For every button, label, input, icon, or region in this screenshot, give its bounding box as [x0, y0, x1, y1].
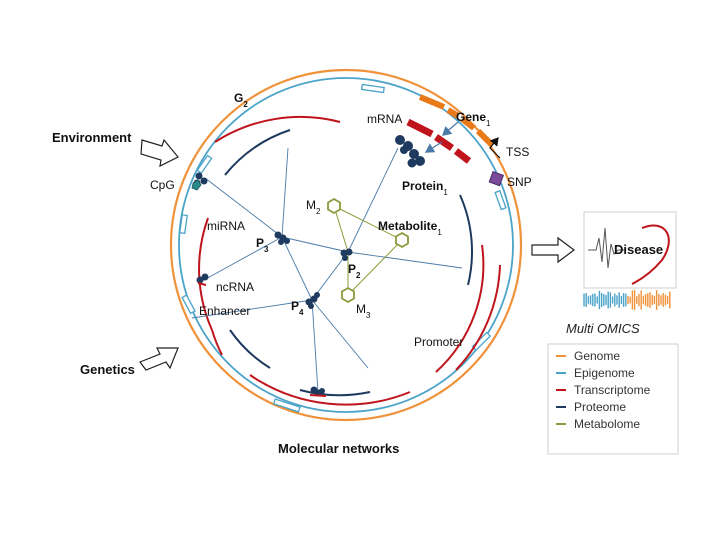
- genome-ring: [169, 68, 523, 422]
- transcription-arrow: [442, 121, 459, 136]
- bottom-red-tick: [309, 394, 327, 397]
- legend-label: Epigenome: [574, 366, 635, 380]
- label-m3: M3: [356, 302, 371, 320]
- tss-arrow: [489, 137, 501, 159]
- label-gene: Gene1: [456, 110, 491, 128]
- label-protein: Protein1: [402, 179, 448, 197]
- label-molecular-networks: Molecular networks: [278, 441, 399, 456]
- genetics-arrow: [139, 347, 179, 371]
- legend-label: Metabolome: [574, 417, 640, 431]
- legend-label: Proteome: [574, 400, 626, 414]
- label-genetics: Genetics: [80, 362, 135, 377]
- m2-hexagon: [327, 197, 341, 215]
- protein-blobs: [193, 135, 425, 397]
- snp-marker: [488, 170, 504, 187]
- omics-signal-bars: [583, 290, 671, 310]
- label-enhancer: Enhancer: [199, 304, 250, 318]
- label-g2: G2: [234, 91, 248, 109]
- disease-arrow: [531, 236, 575, 264]
- label-multi-omics: Multi OMICS: [566, 321, 640, 336]
- metabolite-hexagons: [327, 197, 409, 304]
- label-p2: P2: [348, 262, 361, 280]
- gene-segments: [418, 94, 495, 148]
- environment-arrow: [140, 138, 179, 168]
- label-mrna: mRNA: [367, 112, 402, 126]
- metabolite1-hexagon: [395, 231, 409, 249]
- proteome-arcs: [224, 129, 473, 397]
- label-m2: M2: [306, 198, 321, 216]
- label-disease: Disease: [614, 242, 663, 257]
- legend-label: Genome: [574, 349, 620, 363]
- label-promoter: Promoter: [414, 335, 463, 349]
- label-mirna: miRNA: [207, 219, 245, 233]
- ncrna-red-tick: [197, 282, 207, 286]
- m3-hexagon: [341, 286, 355, 304]
- legend: Genome Epigenome Transcriptome Proteome Meta…: [556, 349, 651, 431]
- metabolome-edges: [333, 205, 403, 296]
- legend-box: [547, 343, 679, 455]
- legend-label: Transcriptome: [574, 383, 651, 397]
- label-tss: TSS: [506, 145, 529, 159]
- label-p3: P3: [256, 236, 269, 254]
- translation-arrow: [424, 141, 443, 153]
- cpg-marker: [191, 179, 202, 191]
- network-edges: [191, 147, 463, 393]
- transcriptome-arcs: [198, 115, 501, 406]
- label-environment: Environment: [52, 130, 132, 145]
- label-snp: SNP: [507, 175, 532, 189]
- label-ncrna: ncRNA: [216, 280, 254, 294]
- label-cpg: CpG: [150, 178, 175, 192]
- disease-panel: [583, 211, 677, 289]
- epigenome-ring: [178, 77, 514, 413]
- label-p4: P4: [291, 299, 304, 317]
- label-metabolite: Metabolite1: [378, 219, 442, 237]
- mrna-segments: [406, 118, 472, 164]
